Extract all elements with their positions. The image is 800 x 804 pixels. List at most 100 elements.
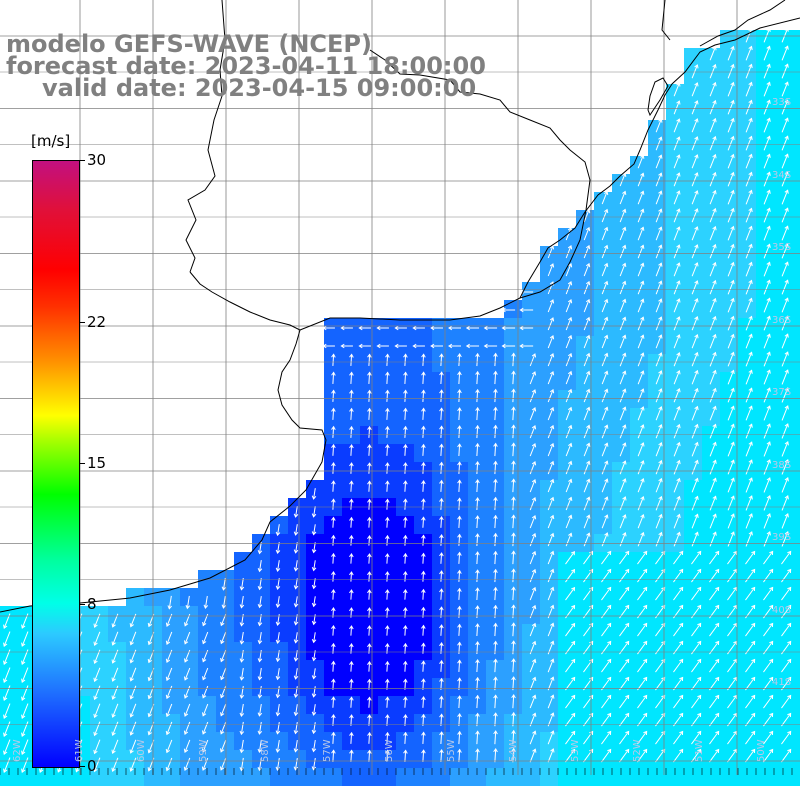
wind-arrow [583, 406, 591, 421]
wind-arrow [691, 387, 699, 403]
wind-arrow [655, 388, 663, 403]
wind-arrow [691, 531, 699, 547]
wind-arrow [475, 748, 480, 763]
wind-arrow [475, 676, 480, 691]
wind-arrow [493, 388, 498, 403]
wind-arrow [745, 99, 753, 115]
wind-arrow [655, 712, 666, 727]
field-cell [36, 768, 54, 786]
wind-arrow [709, 387, 717, 403]
wind-arrow [763, 81, 771, 97]
wind-arrow [349, 660, 354, 672]
wind-arrow [727, 45, 735, 61]
wind-arrow [637, 298, 645, 313]
field-cell [702, 696, 720, 714]
wind-arrow [3, 757, 11, 773]
wind-arrow [220, 631, 227, 645]
wind-arrow [367, 389, 372, 402]
wind-arrow [403, 678, 408, 690]
field-cell [792, 408, 800, 426]
field-cell [702, 714, 720, 732]
wind-arrow [781, 423, 789, 439]
wind-arrow [349, 516, 354, 528]
wind-arrow [511, 586, 516, 601]
wind-arrow [673, 262, 681, 277]
wind-arrow [745, 694, 756, 709]
wind-arrow [727, 99, 735, 115]
field-cell [738, 642, 756, 660]
wind-arrow [673, 136, 681, 151]
field-cell [648, 588, 666, 606]
wind-arrow [475, 658, 480, 673]
colorbar-tick [79, 766, 85, 767]
wind-arrow [709, 369, 717, 385]
latitude-label: 41S [772, 677, 792, 688]
wind-arrow [619, 514, 627, 529]
wind-arrow [763, 694, 774, 709]
wind-arrow [293, 578, 299, 590]
wind-arrow [565, 496, 573, 511]
wind-arrow [601, 190, 609, 205]
model-title: modelo GEFS-WAVE (NCEP) [6, 30, 372, 58]
wind-arrow [655, 513, 663, 529]
field-cell [720, 714, 738, 732]
wind-arrow [655, 280, 663, 295]
field-cell [522, 300, 540, 318]
field-cell [504, 336, 522, 354]
wind-arrow [111, 757, 119, 773]
field-cell [792, 480, 800, 498]
wind-arrow [691, 423, 699, 439]
longitude-label: 62W [12, 739, 23, 762]
wind-arrow [547, 730, 555, 745]
wind-arrow [781, 405, 789, 421]
wind-arrow [403, 534, 408, 546]
wind-arrow [201, 739, 209, 753]
field-cell [774, 552, 792, 570]
wind-arrow [475, 442, 480, 457]
field-cell [612, 588, 630, 606]
wind-arrow [781, 243, 789, 259]
valid-date: valid date: 2023-04-15 09:00:00 [42, 74, 477, 102]
wind-arrow [781, 315, 789, 331]
wind-arrow [349, 480, 354, 492]
field-cell [666, 606, 684, 624]
field-cell [792, 228, 800, 246]
wind-arrow [637, 513, 645, 529]
field-cell [720, 732, 738, 750]
wind-arrow [673, 658, 684, 673]
field-cell [486, 336, 504, 354]
wind-arrow [619, 442, 627, 457]
field-cell [612, 768, 630, 786]
field-cell [324, 768, 342, 786]
wind-arrow [709, 351, 717, 367]
field-cell [738, 588, 756, 606]
wind-arrow [275, 704, 281, 717]
wind-arrow [583, 316, 591, 331]
wind-arrow [781, 351, 789, 367]
wind-arrow [385, 696, 390, 708]
field-cell [756, 696, 774, 714]
wind-arrow [547, 388, 555, 403]
field-cell [702, 768, 720, 786]
wind-arrow [331, 498, 336, 510]
wind-arrow [511, 352, 516, 367]
wind-arrow [493, 622, 498, 637]
field-cell [684, 714, 702, 732]
wind-arrow [727, 351, 735, 367]
wind-arrow [475, 370, 480, 385]
wind-arrow [183, 685, 191, 699]
wind-arrow [421, 713, 426, 726]
longitude-label: 51W [694, 739, 705, 762]
wind-arrow [763, 261, 771, 277]
wind-arrow [421, 498, 426, 510]
field-cell [792, 642, 800, 660]
wind-arrow [745, 730, 756, 745]
field-cell [756, 624, 774, 642]
wind-arrow [763, 676, 774, 691]
wind-arrow [183, 703, 191, 717]
wind-arrow [457, 407, 462, 421]
wind-arrow [385, 389, 390, 402]
wind-arrow [340, 325, 353, 331]
wind-arrow [709, 477, 717, 493]
